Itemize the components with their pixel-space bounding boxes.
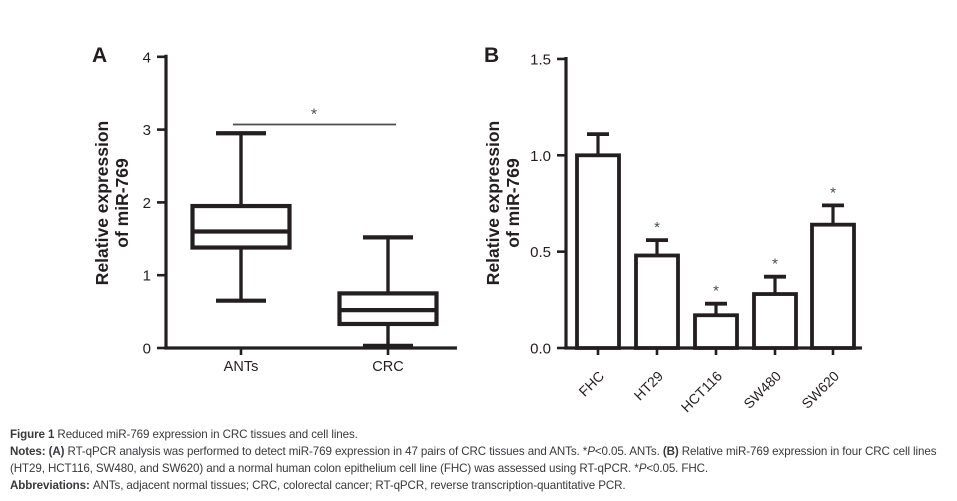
- significance-star: *: [713, 283, 719, 300]
- iqr-box: [190, 203, 292, 250]
- figure-caption: Figure 1 Reduced miR-769 expression in C…: [10, 426, 957, 494]
- caption-segment: (B): [662, 445, 682, 458]
- significance-star: *: [654, 219, 660, 236]
- x-category-label: CRC: [372, 359, 403, 375]
- caption-segment: Notes:: [10, 445, 49, 458]
- bar-rect: [693, 313, 739, 350]
- x-category-label: SW620: [798, 368, 842, 412]
- caption-line-1: Figure 1 Reduced miR-769 expression in C…: [10, 426, 957, 443]
- caption-segment: RT-qPCR analysis was performed to detect…: [67, 445, 588, 458]
- caption-segment: Abbreviations:: [10, 479, 93, 492]
- bar-ht29: *: [634, 219, 680, 350]
- significance-star: *: [311, 107, 317, 124]
- caption-segment: <0.05. FHC.: [646, 462, 709, 475]
- panel-b-label: B: [484, 44, 499, 67]
- box-crc: [337, 235, 439, 348]
- bar-fhc: [575, 132, 621, 350]
- bar-rect: [575, 153, 621, 350]
- y-tick-label: 1.0: [530, 148, 551, 165]
- panel-a-y-axis-title: Relative expression of miR-769: [92, 121, 132, 285]
- significance-star: *: [772, 256, 778, 273]
- caption-segment: P: [587, 445, 595, 458]
- y-tick-label: 3: [143, 122, 151, 139]
- y-tick-label: 0.0: [530, 341, 551, 358]
- x-category-label: FHC: [575, 368, 607, 400]
- panel-a-label: A: [92, 44, 107, 67]
- y-tick-label: 0.5: [530, 244, 551, 261]
- caption-segment: P: [638, 462, 647, 475]
- bar-sw620: *: [810, 184, 856, 350]
- caption-segment: Relative miR-769 expression in four CRC …: [10, 445, 937, 475]
- bar-hct116: *: [693, 283, 739, 350]
- panel-b: B Relative expression of miR-769 0.0 0.5 1.0 1…: [483, 44, 862, 415]
- caption-segment: (A): [48, 445, 68, 458]
- significance-star: *: [830, 184, 836, 201]
- bar-rect: [810, 222, 856, 350]
- box-ants: [190, 131, 292, 303]
- bar-rect: [752, 292, 798, 350]
- x-category-label: ANTs: [224, 359, 259, 375]
- y-tick-label: 2: [143, 195, 151, 212]
- y-axis-title-line: Relative expression: [483, 121, 503, 285]
- x-category-label: SW480: [740, 368, 784, 412]
- y-axis-title-line: of miR-769: [503, 158, 523, 248]
- x-category-label: HT29: [631, 368, 667, 404]
- caption-segment: Figure 1: [10, 428, 58, 441]
- y-tick-label: 0: [143, 341, 151, 358]
- caption-segment: <0.05. ANTs.: [594, 445, 663, 458]
- y-tick-label: 1: [143, 268, 151, 285]
- x-category-label: HCT116: [678, 368, 726, 416]
- y-tick-label: 1.5: [530, 51, 551, 68]
- y-axis-title-line: of miR-769: [112, 158, 132, 248]
- caption-segment: ANTs, adjacent normal tissues; CRC, colo…: [92, 479, 626, 492]
- caption-line-2: Notes: (A) RT-qPCR analysis was performe…: [10, 443, 957, 477]
- y-axis-title-line: Relative expression: [92, 121, 112, 285]
- y-tick-label: 4: [143, 49, 151, 66]
- caption-line-3: Abbreviations: ANTs, adjacent normal tis…: [10, 477, 957, 494]
- panel-b-y-axis-title: Relative expression of miR-769: [483, 121, 523, 285]
- caption-segment: Reduced miR-769 expression in CRC tissue…: [57, 428, 358, 441]
- bar-rect: [634, 253, 680, 350]
- bar-sw480: *: [752, 256, 798, 350]
- panel-a: A Relative expression of miR-769 0 1 2 3 4 ANTs C…: [92, 44, 457, 375]
